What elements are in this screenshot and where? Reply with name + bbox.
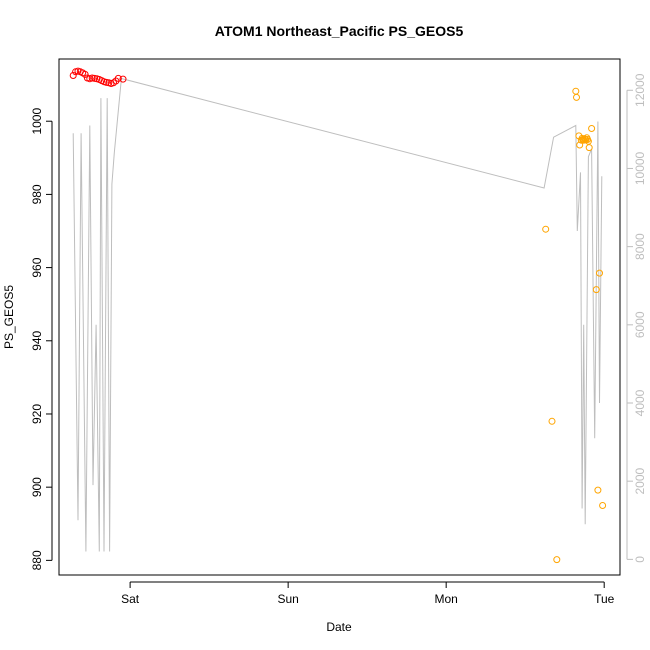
y2-tick-label: 0 [633, 556, 647, 563]
plot-frame [58, 58, 621, 576]
data-point [585, 144, 593, 152]
x-tick-label: Sat [121, 592, 140, 606]
data-point [81, 70, 89, 78]
gray-series-line [72, 77, 603, 552]
data-point [69, 72, 77, 79]
y2-tick-label: 12000 [633, 73, 647, 107]
data-point [102, 78, 110, 86]
y2-tick-label: 6000 [633, 311, 647, 338]
y-tick-label: 880 [30, 550, 44, 570]
y-tick-label: 980 [30, 184, 44, 204]
data-point [542, 225, 550, 233]
y-tick-label: 900 [30, 477, 44, 497]
data-point [588, 125, 596, 132]
right-y-axis: 0 2000 4000 6000 8000 10000 12000 [626, 73, 647, 563]
y-axis-label: PS_GEOS5 [2, 285, 16, 349]
x-axis-label: Date [326, 620, 352, 634]
x-tick-label: Mon [434, 592, 457, 606]
data-point [596, 269, 603, 277]
x-axis: Sat Sun Mon Tue [121, 581, 615, 606]
line-series [72, 77, 603, 552]
data-point [548, 417, 556, 425]
data-point [572, 87, 580, 95]
data-point [553, 556, 561, 564]
data-point [576, 141, 584, 149]
data-point [573, 93, 580, 101]
y2-tick-label: 4000 [633, 389, 647, 416]
data-point [599, 502, 607, 509]
data-point [88, 74, 96, 82]
y2-tick-label: 8000 [633, 233, 647, 260]
point-series [69, 67, 607, 564]
y2-tick-label: 2000 [633, 468, 647, 495]
data-point [114, 74, 122, 82]
y-tick-label: 940 [30, 330, 44, 350]
y-tick-label: 920 [30, 404, 44, 424]
data-point [592, 286, 600, 294]
data-point [594, 486, 602, 494]
y2-tick-label: 10000 [633, 151, 647, 185]
data-point [119, 75, 127, 83]
chart-title: ATOM1 Northeast_Pacific PS_GEOS5 [215, 23, 464, 39]
x-tick-label: Sun [277, 592, 298, 606]
left-y-axis: 880 900 920 940 960 980 1000 [30, 108, 53, 570]
x-tick-label: Tue [594, 592, 615, 606]
y-tick-label: 960 [30, 257, 44, 277]
y-tick-label: 1000 [30, 108, 44, 135]
